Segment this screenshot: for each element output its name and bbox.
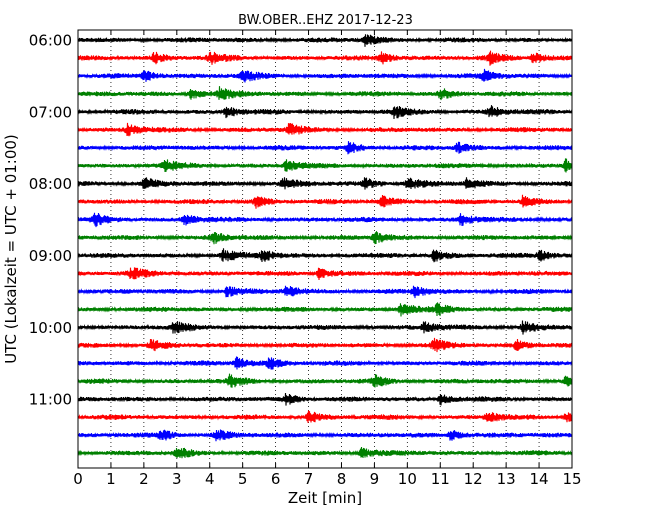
x-tick-label-13: 13	[497, 470, 516, 488]
x-tick-label-1: 1	[106, 470, 116, 488]
trace-1045	[77, 373, 573, 388]
trace-1115	[77, 410, 573, 423]
trace-0915	[77, 267, 573, 280]
x-tick-label-15: 15	[562, 470, 581, 488]
trace-0645	[77, 86, 573, 101]
trace-0830	[77, 212, 573, 228]
x-tick-label-10: 10	[398, 470, 417, 488]
seismic-traces	[77, 34, 573, 459]
trace-0845	[77, 231, 573, 245]
trace-0745	[77, 158, 573, 173]
trace-0730	[77, 141, 573, 155]
x-axis-label: Zeit [min]	[288, 489, 362, 507]
trace-0930	[77, 285, 573, 299]
trace-1130	[77, 429, 573, 442]
trace-0630	[77, 68, 573, 83]
trace-0900	[77, 248, 573, 263]
y-axis-label: UTC (Lokalzeit = UTC + 01:00)	[2, 134, 20, 364]
trace-1100	[77, 393, 573, 406]
x-tick-label-9: 9	[370, 470, 380, 488]
x-axis: 0 1 2 3 4 5 6 7 8 9 10 11 12 13 14 15	[73, 30, 582, 488]
y-axis: 06:00 07:00 08:00 09:00 10:00 11:00	[29, 32, 572, 409]
y-tick-label-07:00: 07:00	[29, 103, 72, 121]
x-tick-label-0: 0	[73, 470, 83, 488]
trace-0615	[77, 50, 573, 66]
trace-1030	[77, 356, 573, 370]
trace-0715	[77, 122, 573, 137]
trace-0600	[77, 34, 573, 47]
trace-1015	[77, 337, 573, 353]
trace-1000	[77, 320, 573, 335]
x-tick-label-12: 12	[464, 470, 483, 488]
trace-0700	[77, 105, 573, 120]
x-tick-label-8: 8	[337, 470, 347, 488]
y-tick-label-10:00: 10:00	[29, 319, 72, 337]
x-tick-label-3: 3	[172, 470, 182, 488]
y-tick-label-09:00: 09:00	[29, 247, 72, 265]
x-tick-label-2: 2	[139, 470, 149, 488]
x-tick-label-11: 11	[431, 470, 450, 488]
trace-0945	[77, 302, 573, 317]
x-tick-label-5: 5	[238, 470, 248, 488]
plot-frame	[77, 29, 573, 469]
x-tick-label-4: 4	[205, 470, 215, 488]
chart-title: BW.OBER..EHZ 2017-12-23	[238, 13, 413, 28]
y-tick-label-06:00: 06:00	[29, 32, 72, 50]
trace-0800	[77, 177, 573, 190]
x-tick-label-7: 7	[304, 470, 314, 488]
x-tick-label-6: 6	[271, 470, 281, 488]
y-tick-label-11:00: 11:00	[29, 391, 72, 409]
trace-1145	[77, 447, 573, 459]
x-tick-label-14: 14	[530, 470, 549, 488]
trace-0815	[77, 194, 573, 209]
y-tick-label-08:00: 08:00	[29, 175, 72, 193]
